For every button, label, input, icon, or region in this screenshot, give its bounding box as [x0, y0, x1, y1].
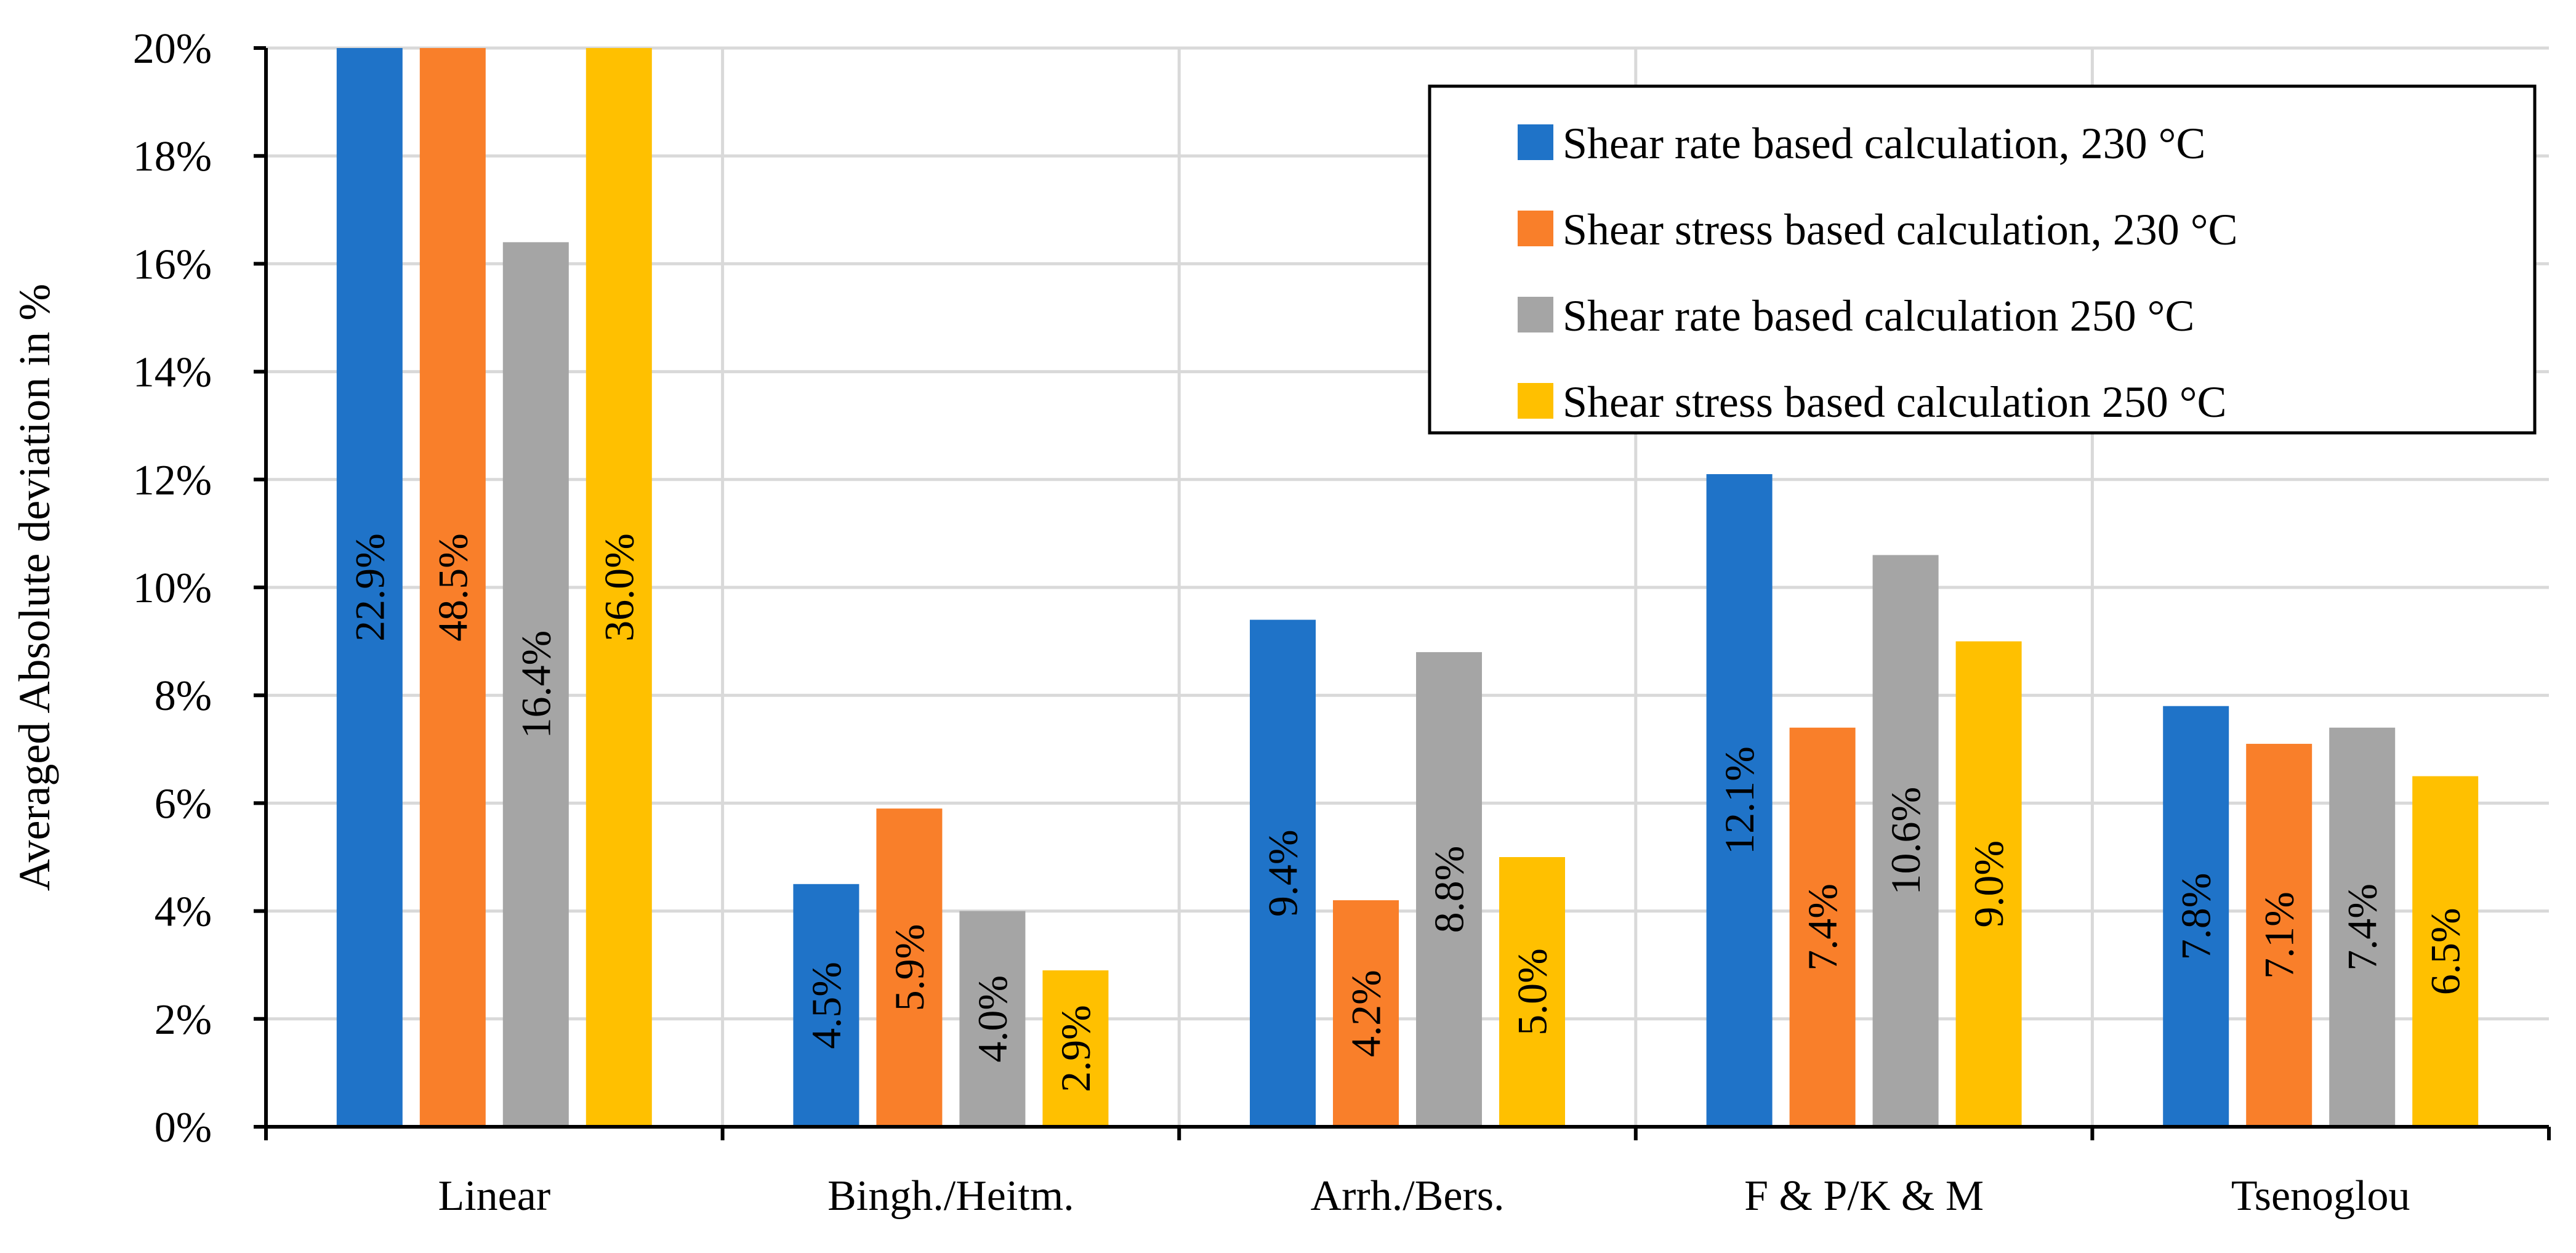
- y-tick-label: 20%: [133, 25, 212, 73]
- bar: [419, 48, 486, 1127]
- bar: [1416, 652, 1482, 1127]
- data-label: 8.8%: [1426, 846, 1473, 933]
- y-tick-label: 6%: [155, 780, 212, 828]
- data-label: 4.5%: [803, 962, 850, 1049]
- bar: [2246, 744, 2312, 1127]
- data-label: 7.8%: [2173, 873, 2220, 961]
- bar: [2329, 727, 2396, 1127]
- data-label: 16.4%: [512, 631, 559, 739]
- bar: [959, 911, 1026, 1127]
- legend-box: [1428, 84, 2537, 435]
- bar: [502, 242, 569, 1127]
- data-label: 10.6%: [1882, 787, 1929, 895]
- category-label: Arrh./Bers.: [1311, 1172, 1505, 1220]
- category-label: Tsenoglou: [2231, 1172, 2410, 1220]
- bar: [1250, 619, 1316, 1127]
- bar: [1955, 641, 2022, 1127]
- y-tick-label: 16%: [133, 241, 212, 288]
- y-tick-label: 8%: [155, 672, 212, 720]
- legend-label: Shear stress based calculation 250 °C: [1563, 377, 2227, 427]
- y-tick-label: 14%: [133, 349, 212, 397]
- bar: [1872, 555, 1939, 1127]
- y-tick-label: 2%: [155, 996, 212, 1044]
- legend-swatch: [1518, 211, 1553, 246]
- bar: [1499, 857, 1565, 1127]
- legend-label: Shear rate based calculation, 230 °C: [1563, 119, 2205, 168]
- y-tick-label: 10%: [133, 565, 212, 612]
- y-tick-label: 4%: [155, 888, 212, 936]
- category-label: Bingh./Heitm.: [827, 1172, 1074, 1220]
- data-label: 4.2%: [1343, 970, 1390, 1057]
- legend-swatch: [1518, 124, 1553, 160]
- bar: [1042, 970, 1109, 1127]
- data-label: 48.5%: [429, 533, 476, 642]
- data-label: 9.0%: [1965, 840, 2012, 928]
- y-tick-label: 18%: [133, 133, 212, 180]
- data-label: 5.9%: [886, 924, 933, 1012]
- bar: [2412, 776, 2479, 1127]
- data-label: 4.0%: [969, 975, 1016, 1063]
- bars: [336, 48, 2479, 1127]
- legend-swatch: [1518, 297, 1553, 332]
- bar: [2163, 706, 2229, 1127]
- y-tick-label: 12%: [133, 457, 212, 504]
- data-label: 22.9%: [346, 533, 393, 642]
- category-label: F & P/K & M: [1744, 1172, 1984, 1220]
- bar: [1333, 900, 1399, 1127]
- axes: 0% 2% 4% 6% 8% 10% 12% 14% 16% 18% 20% Linear Bingh.…: [133, 25, 2551, 1220]
- data-label: 5.0%: [1509, 948, 1556, 1036]
- data-label: 7.4%: [2339, 884, 2386, 971]
- data-labels: 22.9% 48.5% 16.4% 36.0% 4.5% 5.9% 4.0% 2.9% 9.4%…: [346, 533, 2468, 1092]
- data-label: 36.0%: [595, 533, 642, 642]
- bar: [1706, 474, 1773, 1127]
- legend: Shear rate based calculation, 230 °C Shea…: [1428, 84, 2537, 435]
- y-tick-label: 0%: [155, 1104, 212, 1151]
- bar: [586, 48, 652, 1127]
- y-axis-title: Averaged Absolute deviation in %: [10, 284, 59, 891]
- legend-label: Shear rate based calculation 250 °C: [1563, 291, 2194, 340]
- data-label: 6.5%: [2422, 908, 2469, 995]
- bar: [336, 48, 403, 1127]
- data-label: 12.1%: [1716, 746, 1763, 855]
- bar: [1789, 727, 1856, 1127]
- legend-label: Shear stress based calculation, 230 °C: [1563, 205, 2238, 254]
- bar: [876, 808, 943, 1127]
- category-label: Linear: [438, 1172, 550, 1220]
- legend-swatch: [1518, 383, 1553, 419]
- data-label: 7.1%: [2256, 892, 2303, 979]
- data-label: 7.4%: [1799, 884, 1846, 971]
- data-label: 9.4%: [1260, 829, 1306, 917]
- bar: [793, 884, 859, 1127]
- data-label: 2.9%: [1052, 1005, 1099, 1092]
